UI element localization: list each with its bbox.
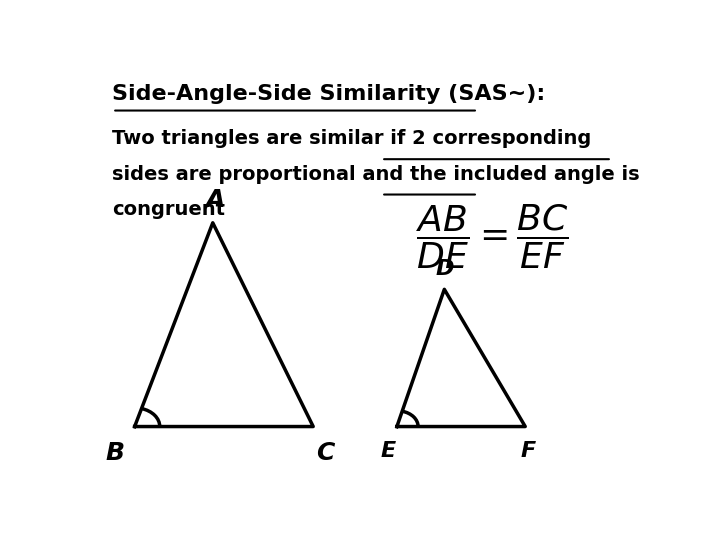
Text: congruent: congruent <box>112 200 225 219</box>
Text: $\dfrac{AB}{DE}=\dfrac{BC}{EF}$: $\dfrac{AB}{DE}=\dfrac{BC}{EF}$ <box>415 203 568 272</box>
Text: sides are proportional and the included angle is: sides are proportional and the included … <box>112 165 640 184</box>
Text: F: F <box>521 441 536 461</box>
Text: E: E <box>381 441 396 461</box>
Text: A: A <box>206 188 225 212</box>
Text: B: B <box>106 441 125 465</box>
Text: D: D <box>435 259 454 279</box>
Text: C: C <box>316 441 334 465</box>
Text: Two triangles are similar if 2 corresponding: Two triangles are similar if 2 correspon… <box>112 129 592 149</box>
Text: Side-Angle-Side Similarity (SAS~):: Side-Angle-Side Similarity (SAS~): <box>112 84 546 104</box>
